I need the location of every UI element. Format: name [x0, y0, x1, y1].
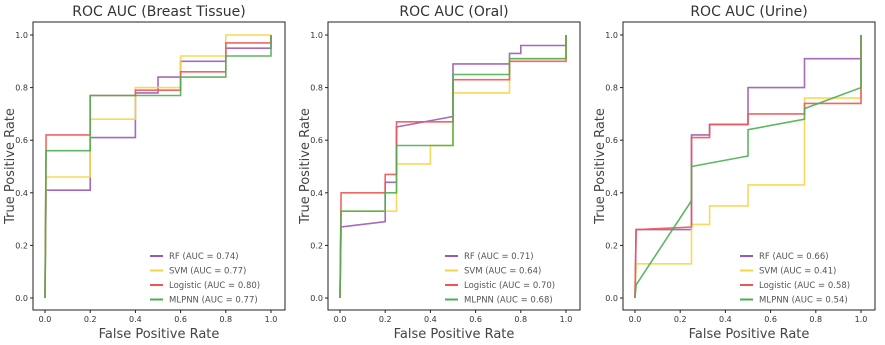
y-tick-label: 0.2	[605, 241, 618, 250]
legend-label-rf: RF (AUC = 0.71)	[464, 252, 534, 262]
legend-label-mlpnn: MLPNN (AUC = 0.68)	[464, 296, 553, 306]
plot-frame	[32, 21, 286, 311]
y-tick-label: 0.8	[310, 84, 323, 93]
x-tick-label: 0.4	[424, 315, 437, 324]
series-line-svm	[634, 35, 862, 299]
y-tick-label: 0.6	[15, 136, 28, 145]
y-tick-label: 1.0	[310, 31, 323, 40]
legend-label-svm: SVM (AUC = 0.41)	[759, 267, 836, 277]
legend-label-logistic: Logistic (AUC = 0.70)	[464, 281, 555, 291]
x-tick-label: 0.6	[174, 315, 187, 324]
y-axis-label: True Positive Rate	[298, 108, 313, 225]
legend-label-rf: RF (AUC = 0.66)	[759, 252, 829, 262]
y-tick-label: 0.0	[15, 294, 28, 303]
x-tick-label: 0.6	[764, 315, 777, 324]
x-axis-label: False Positive Rate	[394, 327, 515, 342]
legend-label-logistic: Logistic (AUC = 0.80)	[169, 281, 260, 291]
x-tick-label: 0.8	[809, 315, 822, 324]
x-tick-label: 0.8	[219, 315, 232, 324]
y-tick-label: 0.4	[310, 189, 323, 198]
y-tick-label: 0.8	[15, 84, 28, 93]
x-tick-label: 0.2	[84, 315, 97, 324]
chart-title: ROC AUC (Oral)	[399, 4, 508, 20]
y-tick-label: 0.8	[605, 84, 618, 93]
series-line-mlpnn	[339, 35, 567, 299]
series-line-mlpnn	[44, 35, 272, 299]
y-tick-label: 0.4	[605, 189, 618, 198]
legend-label-mlpnn: MLPNN (AUC = 0.77)	[169, 296, 258, 306]
y-axis-label: True Positive Rate	[593, 108, 608, 225]
y-tick-label: 0.0	[605, 294, 618, 303]
x-tick-label: 0.2	[674, 315, 687, 324]
y-tick-label: 0.2	[310, 241, 323, 250]
x-tick-label: 0.0	[334, 315, 347, 324]
x-axis-label: False Positive Rate	[99, 327, 220, 342]
legend-label-rf: RF (AUC = 0.74)	[169, 252, 239, 262]
series-line-logistic	[634, 35, 862, 299]
legend-label-logistic: Logistic (AUC = 0.58)	[759, 281, 850, 291]
legend-label-svm: SVM (AUC = 0.77)	[169, 267, 246, 277]
roc-chart-breast-tissue: ROC AUC (Breast Tissue) 0.0 0.2 0.4 0.6 0.8 1.…	[3, 4, 286, 342]
x-tick-label: 1.0	[265, 315, 278, 324]
x-tick-label: 0.4	[719, 315, 732, 324]
y-tick-label: 1.0	[605, 31, 618, 40]
y-tick-label: 0.6	[310, 136, 323, 145]
x-tick-label: 0.0	[629, 315, 642, 324]
roc-chart-urine: ROC AUC (Urine) 0.0 0.2 0.4 0.6 0.8 1.0 0.0 0.2 0…	[593, 4, 876, 342]
legend-label-svm: SVM (AUC = 0.64)	[464, 267, 541, 277]
y-tick-label: 0.0	[310, 294, 323, 303]
y-tick-label: 0.4	[15, 189, 28, 198]
series-line-mlpnn	[634, 35, 862, 299]
y-axis-label: True Positive Rate	[3, 108, 18, 225]
x-tick-label: 0.2	[379, 315, 392, 324]
legend-label-mlpnn: MLPNN (AUC = 0.54)	[759, 296, 848, 306]
roc-chart-oral: ROC AUC (Oral) 0.0 0.2 0.4 0.6 0.8 1.0 0.0 0.2 0.…	[298, 4, 581, 342]
x-tick-label: 0.4	[129, 315, 142, 324]
x-tick-label: 1.0	[855, 315, 868, 324]
x-tick-label: 0.6	[469, 315, 482, 324]
x-tick-label: 1.0	[560, 315, 573, 324]
chart-title: ROC AUC (Urine)	[690, 4, 807, 20]
y-tick-label: 0.2	[15, 241, 28, 250]
plot-frame	[622, 21, 876, 311]
x-tick-label: 0.0	[39, 315, 52, 324]
series-line-logistic	[339, 35, 567, 299]
y-tick-label: 0.6	[605, 136, 618, 145]
plot-frame	[327, 21, 581, 311]
x-tick-label: 0.8	[514, 315, 527, 324]
y-tick-label: 1.0	[15, 31, 28, 40]
x-axis-label: False Positive Rate	[689, 327, 810, 342]
series-line-logistic	[44, 35, 272, 299]
chart-title: ROC AUC (Breast Tissue)	[72, 4, 246, 20]
